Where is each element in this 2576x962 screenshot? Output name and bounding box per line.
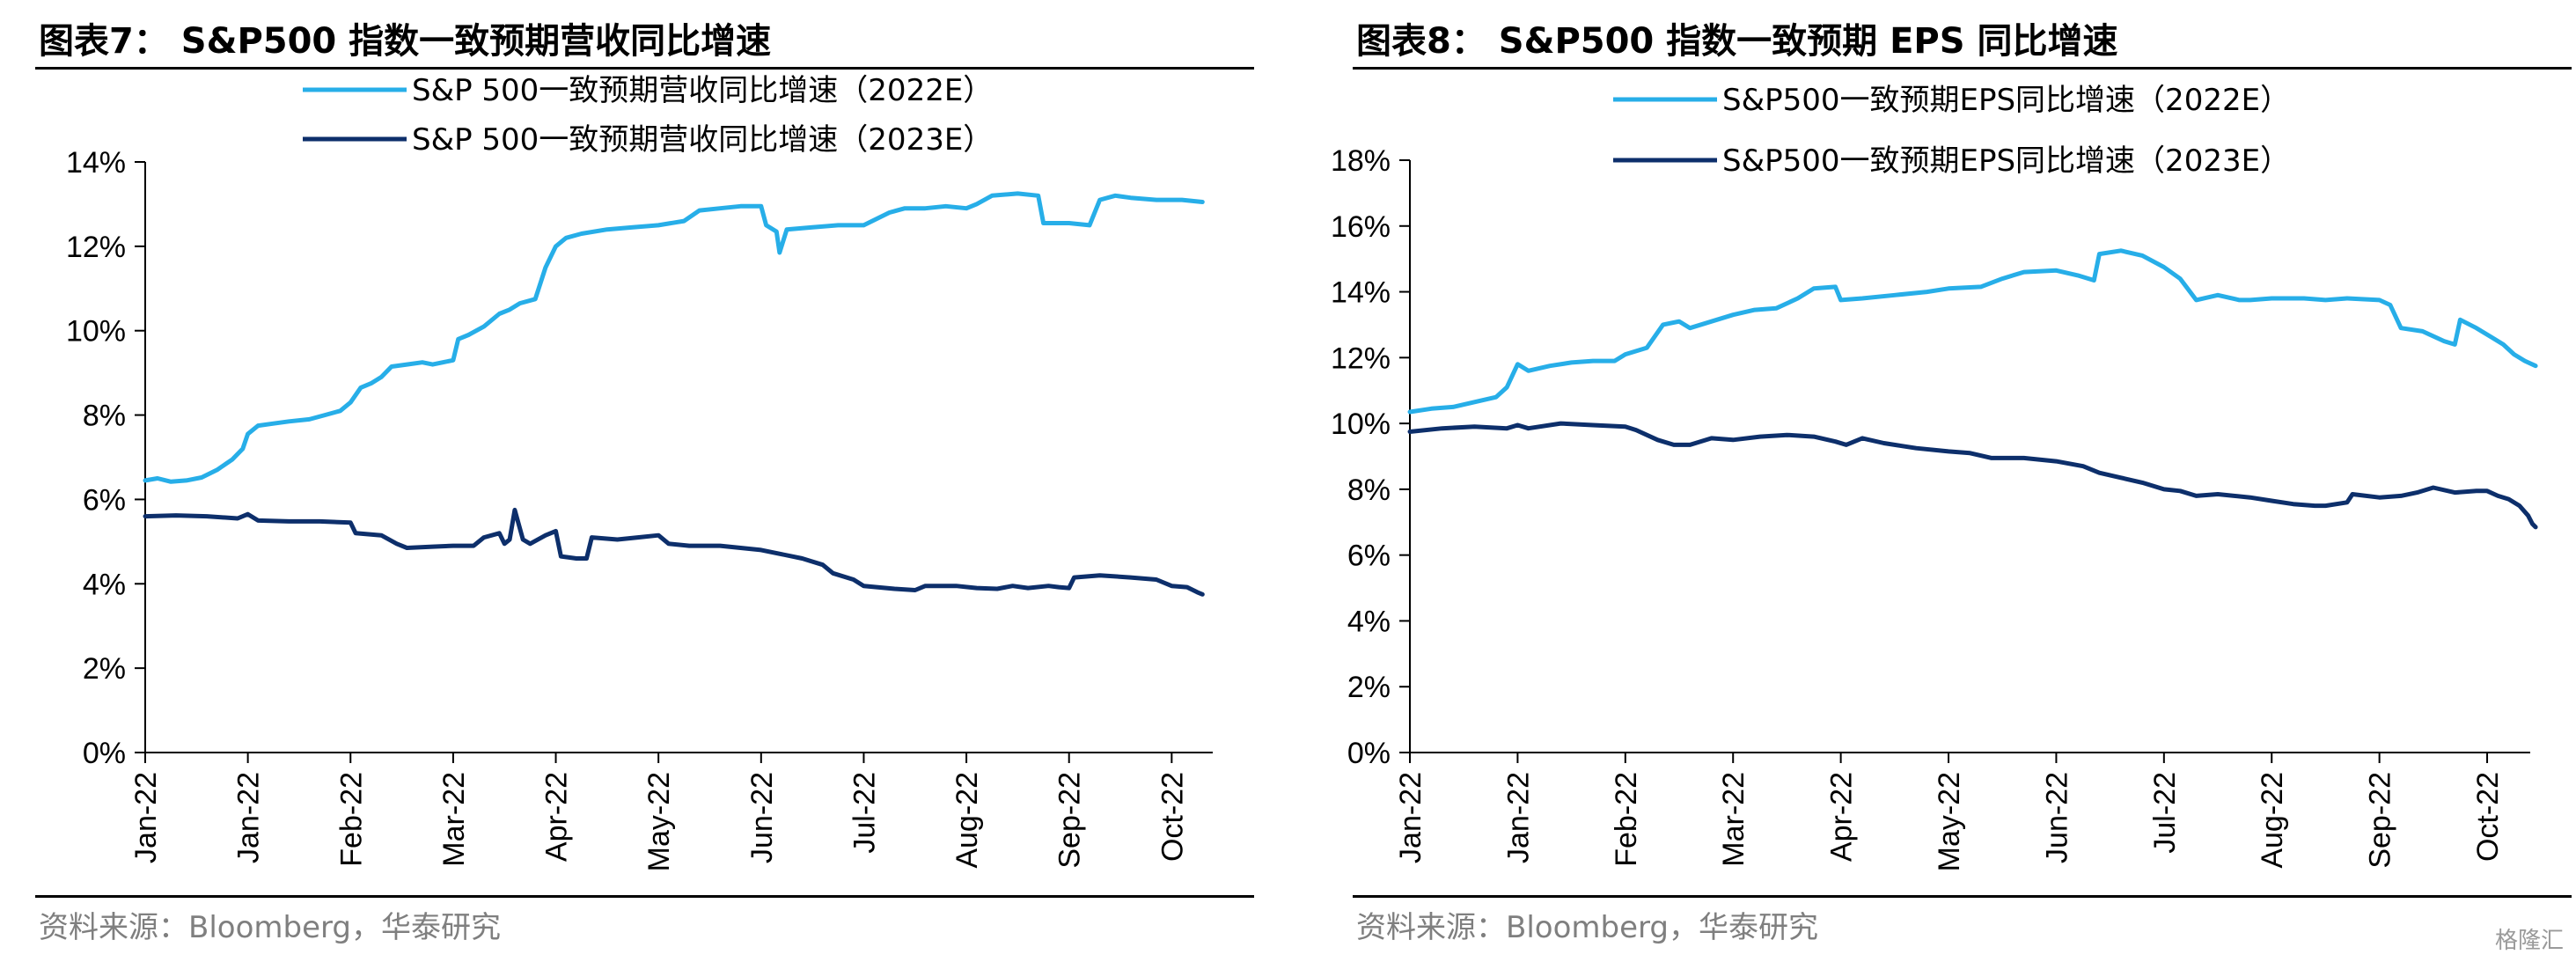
x-tick-label: Jun-22 [745,772,779,863]
x-tick-label: Oct-22 [1156,772,1189,862]
y-tick-label: 10% [66,315,126,349]
x-tick-label: Feb-22 [1610,772,1643,867]
title-divider [35,67,1254,70]
series-line-1 [1407,421,2538,530]
legend-label: S&P 500一致预期营收同比增速（2023E） [412,122,993,158]
chart-panel-eps: 图表8： S&P500 指数一致预期 EPS 同比增速 0% 2% 4% 6% 8% 10… [1317,0,2576,962]
x-tick-label: Jul-22 [848,772,881,854]
y-tick-label: 0% [83,737,126,770]
y-tick-label: 10% [1331,408,1391,441]
x-tick-label: Apr-22 [540,772,574,862]
x-tick-label: Aug-22 [2256,772,2289,869]
y-tick-label: 12% [1331,341,1391,375]
x-tick-label: Jan-22 [129,772,163,863]
chart-title: 图表7： S&P500 指数一致预期营收同比增速 [39,21,772,62]
title-divider [1353,67,2572,70]
legend-label: S&P500一致预期EPS同比增速（2023E） [1722,143,2290,179]
series-line-0 [1407,248,2538,415]
x-tick-label: May-22 [642,772,676,871]
x-tick-label: Jan-22 [1501,772,1535,863]
x-tick-label: Jul-22 [2148,772,2182,854]
y-tick-label: 8% [1347,474,1391,507]
source-divider [1353,895,2572,898]
x-tick-label: Feb-22 [334,772,368,867]
y-tick-label: 14% [1331,276,1391,310]
x-tick-label: Apr-22 [1825,772,1859,862]
source-note: 资料来源：Bloomberg，华泰研究 [39,910,501,945]
x-tick-label: Jun-22 [2040,772,2073,863]
source-divider [35,895,1254,898]
y-tick-label: 12% [66,231,126,264]
x-tick-label: Sep-22 [1053,772,1087,869]
y-tick-label: 8% [83,400,126,433]
legend-label: S&P 500一致预期营收同比增速（2022E） [412,73,993,108]
revenue-growth-chart: 0% 2% 4% 6% 8% 10% 12% 14% Jan-22 Jan-22 Feb-22 Mar… [66,73,1213,871]
x-tick-label: Jan-22 [1394,772,1427,863]
series-line-1 [143,507,1205,597]
y-tick-label: 6% [83,483,126,517]
legend-label: S&P500一致预期EPS同比增速（2022E） [1722,83,2290,118]
y-tick-label: 18% [1331,144,1391,178]
y-tick-label: 4% [1347,605,1391,638]
y-tick-label: 6% [1347,540,1391,573]
chart-panel-revenue: 图表7： S&P500 指数一致预期营收同比增速 0% 2% 4% 6% 8% 10% 12… [0,0,1259,962]
y-tick-label: 0% [1347,737,1391,770]
x-tick-label: Mar-22 [1717,772,1750,867]
y-tick-label: 14% [66,146,126,180]
x-tick-label: May-22 [1933,772,1966,871]
y-tick-label: 16% [1331,210,1391,244]
chart-title: 图表8： S&P500 指数一致预期 EPS 同比增速 [1356,21,2118,62]
x-tick-label: Jan-22 [232,772,266,863]
series-line-0 [143,191,1205,484]
y-tick-label: 2% [83,652,126,686]
x-tick-label: Sep-22 [2364,772,2397,869]
eps-growth-chart: 0% 2% 4% 6% 8% 10% 12% 14% 16% 18% Jan-22 Jan-22 Feb… [1331,83,2538,871]
y-tick-label: 4% [83,568,126,601]
x-tick-label: Oct-22 [2471,772,2505,862]
x-tick-label: Aug-22 [950,772,984,869]
source-note: 资料来源：Bloomberg，华泰研究 [1356,910,1818,945]
y-tick-label: 2% [1347,671,1391,704]
x-tick-label: Mar-22 [437,772,471,867]
watermark-logo: 格隆汇 [2494,928,2564,954]
